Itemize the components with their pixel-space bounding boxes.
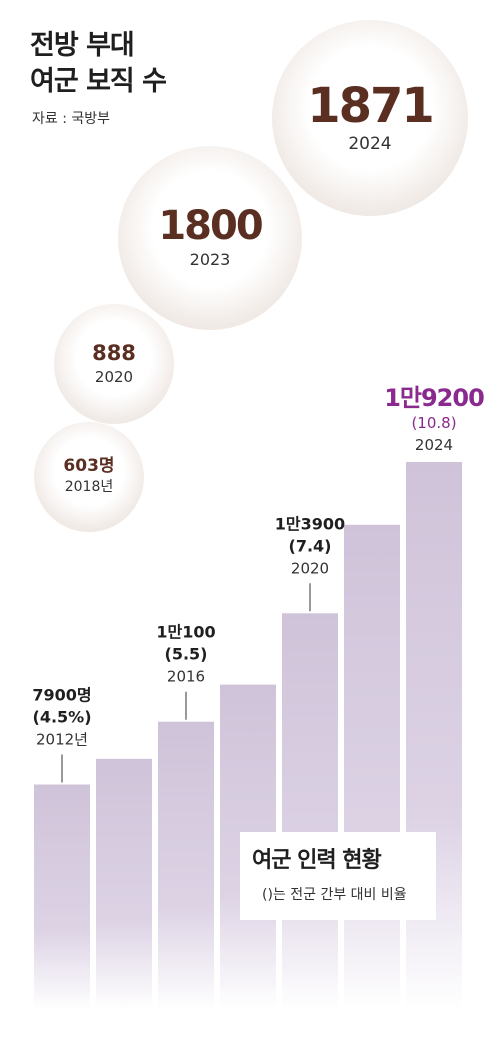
bar-2012 — [34, 784, 90, 1010]
bubble-value: 888 — [92, 340, 136, 365]
bar-2016 — [158, 721, 214, 1010]
bar-2022 — [344, 524, 400, 1010]
bar-2013 — [96, 758, 152, 1010]
title-line-1: 전방 부대 — [30, 30, 135, 61]
bar-label-2024-0: 1만9200 — [384, 384, 484, 412]
bar-2024 — [406, 462, 462, 1010]
source-note: 자료 : 국방부 — [32, 111, 111, 127]
bubble-year: 2018년 — [64, 479, 114, 496]
bubble-2024: 1871 2024 — [272, 20, 468, 216]
legend-box — [240, 832, 436, 920]
bar-label-2024-1: (10.8) — [411, 414, 456, 432]
bubble-value: 1871 — [307, 77, 435, 134]
legend-title: 여군 인력 현황 — [252, 848, 382, 873]
bubble-value: 1800 — [158, 203, 263, 250]
legend-note: ()는 전군 간부 대비 비율 — [262, 887, 407, 903]
bubble-value: 603명 — [63, 456, 115, 477]
bar-label-2012-0: 7900명 — [32, 686, 91, 705]
chart-title: 전방 부대 여군 보직 수 — [30, 28, 167, 100]
bar-label-2020-0: 1만3900 — [275, 514, 345, 533]
bubble-year: 2020 — [94, 367, 134, 386]
bar-label-2016-1: (5.5) — [165, 645, 208, 664]
bubble-2020: 888 2020 — [54, 304, 174, 424]
bubble-year: 2024 — [348, 133, 392, 154]
bubble-year: 2023 — [189, 250, 231, 270]
title-line-2: 여군 보직 수 — [30, 66, 167, 97]
bar-label-2016-2: 2016 — [167, 668, 205, 686]
bar-label-2012-1: (4.5%) — [33, 708, 92, 727]
bar-label-2024-2: 2024 — [415, 436, 453, 454]
bar-label-2012-2: 2012년 — [36, 731, 88, 749]
bar-label-2020-1: (7.4) — [289, 536, 332, 555]
bubble-2018: 603명 2018년 — [34, 422, 144, 532]
bubble-2023: 1800 2023 — [118, 146, 302, 330]
bar-label-2016-0: 1만100 — [156, 623, 215, 642]
bar-2020 — [282, 613, 338, 1010]
bar-label-2020-2: 2020 — [291, 559, 329, 577]
